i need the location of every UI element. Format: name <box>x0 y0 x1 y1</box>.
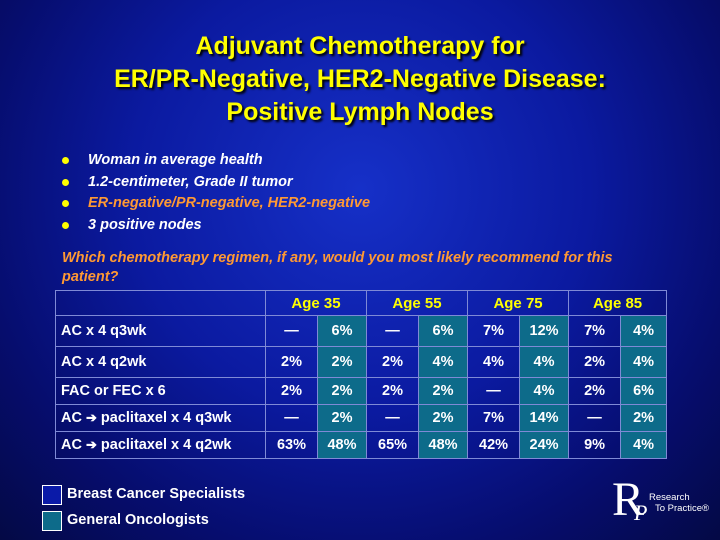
cell-specialists: 42% <box>467 431 521 459</box>
bullet-item: 3 positive nodes <box>62 217 370 239</box>
cell-oncologists: 14% <box>519 404 570 432</box>
logo-text-to-practice: To Practice® <box>655 503 709 514</box>
logo-letter-r: R <box>612 473 645 526</box>
cell-oncologists: 6% <box>316 315 368 347</box>
cell-oncologists: 4% <box>519 377 570 405</box>
cell-oncologists: 12% <box>519 315 570 347</box>
table-row: AC x 4 q2wk 2% 2% 2% 4% 4% 4% 2% 4% <box>55 346 668 378</box>
bullet-text: 1.2-centimeter, Grade II tumor <box>88 173 293 190</box>
cell-oncologists: 2% <box>316 346 368 378</box>
cell-specialists: 2% <box>568 346 622 378</box>
bullet-item-highlighted: ER-negative/PR-negative, HER2-negative <box>62 195 370 217</box>
regimen-label-post: paclitaxel x 4 q3wk <box>100 410 232 426</box>
cell-oncologists: 2% <box>620 404 668 432</box>
cell-oncologists: 6% <box>418 315 469 347</box>
cell-specialists: — <box>366 315 420 347</box>
regimen-label: AC x 4 q2wk <box>55 346 266 378</box>
cell-oncologists: 2% <box>316 377 368 405</box>
header-age-35: Age 35 <box>264 290 368 316</box>
cell-specialists: 63% <box>265 431 318 459</box>
cell-oncologists: 2% <box>418 404 469 432</box>
research-to-practice-logo: R P Research To Practice® <box>612 473 712 533</box>
cell-specialists: — <box>568 404 622 432</box>
cell-oncologists: 4% <box>620 431 668 459</box>
slide-title: Adjuvant Chemotherapy for ER/PR-Negative… <box>0 30 720 129</box>
cell-specialists: — <box>265 404 318 432</box>
logo-text-research: Research <box>649 492 690 503</box>
cell-oncologists: 24% <box>519 431 570 459</box>
cell-specialists: 2% <box>265 346 318 378</box>
regimen-label: AC x 4 q3wk <box>55 315 266 347</box>
legend-swatch-oncologists <box>42 511 62 531</box>
cell-specialists: 2% <box>366 377 420 405</box>
bullet-item: 1.2-centimeter, Grade II tumor <box>62 174 370 196</box>
legend-label-oncologists: General Oncologists <box>67 512 209 528</box>
regimen-label-pre: AC <box>61 410 82 426</box>
regimen-label: AC ➔ paclitaxel x 4 q2wk <box>55 431 266 459</box>
arrow-right-icon: ➔ <box>85 437 97 452</box>
logo-letter-p: P <box>634 500 648 525</box>
cell-specialists: 4% <box>467 346 521 378</box>
cell-oncologists: 48% <box>418 431 469 459</box>
cell-specialists: 65% <box>366 431 420 459</box>
cell-specialists: — <box>265 315 318 347</box>
regimen-label-pre: AC <box>61 437 82 453</box>
cell-specialists: 2% <box>568 377 622 405</box>
results-table: Age 35 Age 55 Age 75 Age 85 AC x 4 q3wk … <box>55 290 668 459</box>
header-age-55: Age 55 <box>366 290 469 316</box>
cell-oncologists: 4% <box>620 315 668 347</box>
cell-specialists: 2% <box>265 377 318 405</box>
cell-specialists: — <box>467 377 521 405</box>
bullet-text: 3 positive nodes <box>88 216 202 233</box>
legend-swatch-specialists <box>42 485 62 505</box>
table-row: AC ➔ paclitaxel x 4 q2wk 63% 48% 65% 48%… <box>55 431 668 459</box>
bullet-text: Woman in average health <box>88 152 263 168</box>
header-age-85: Age 85 <box>568 290 668 316</box>
table-row: AC ➔ paclitaxel x 4 q3wk — 2% — 2% 7% 14… <box>55 404 668 432</box>
cell-oncologists: 4% <box>620 346 668 378</box>
title-line-3: Positive Lymph Nodes <box>226 98 494 126</box>
cell-oncologists: 2% <box>316 404 368 432</box>
cell-specialists: 7% <box>467 315 521 347</box>
cell-oncologists: 4% <box>519 346 570 378</box>
cell-specialists: — <box>366 404 420 432</box>
table-row: FAC or FEC x 6 2% 2% 2% 2% — 4% 2% 6% <box>55 377 668 405</box>
arrow-right-icon: ➔ <box>85 410 97 425</box>
cell-oncologists: 6% <box>620 377 668 405</box>
bullet-dot-icon <box>62 221 69 229</box>
bullet-dot-icon <box>62 178 69 186</box>
survey-question: Which chemotherapy regimen, if any, woul… <box>62 250 613 285</box>
regimen-label: FAC or FEC x 6 <box>55 377 266 405</box>
cell-specialists: 7% <box>467 404 521 432</box>
header-blank <box>55 290 266 316</box>
cell-oncologists: 48% <box>316 431 368 459</box>
cell-specialists: 2% <box>366 346 420 378</box>
regimen-label: AC ➔ paclitaxel x 4 q3wk <box>55 404 266 432</box>
cell-oncologists: 4% <box>418 346 469 378</box>
table-row: AC x 4 q3wk — 6% — 6% 7% 12% 7% 4% <box>55 315 668 347</box>
table-header-row: Age 35 Age 55 Age 75 Age 85 <box>55 290 668 316</box>
legend-label-specialists: Breast Cancer Specialists <box>67 486 246 502</box>
case-bullets: Woman in average health 1.2-centimeter, … <box>62 152 370 238</box>
title-line-1: Adjuvant Chemotherapy for <box>195 32 525 60</box>
cell-specialists: 9% <box>568 431 622 459</box>
cell-oncologists: 2% <box>418 377 469 405</box>
bullet-item: Woman in average health <box>62 152 370 174</box>
title-line-2: ER/PR-Negative, HER2-Negative Disease: <box>114 65 606 93</box>
header-age-75: Age 75 <box>467 290 570 316</box>
bullet-text: ER-negative/PR-negative, HER2-negative <box>88 195 371 211</box>
regimen-label-post: paclitaxel x 4 q2wk <box>100 437 232 453</box>
bullet-dot-icon <box>62 200 69 207</box>
cell-specialists: 7% <box>568 315 622 347</box>
bullet-dot-icon <box>62 157 69 164</box>
